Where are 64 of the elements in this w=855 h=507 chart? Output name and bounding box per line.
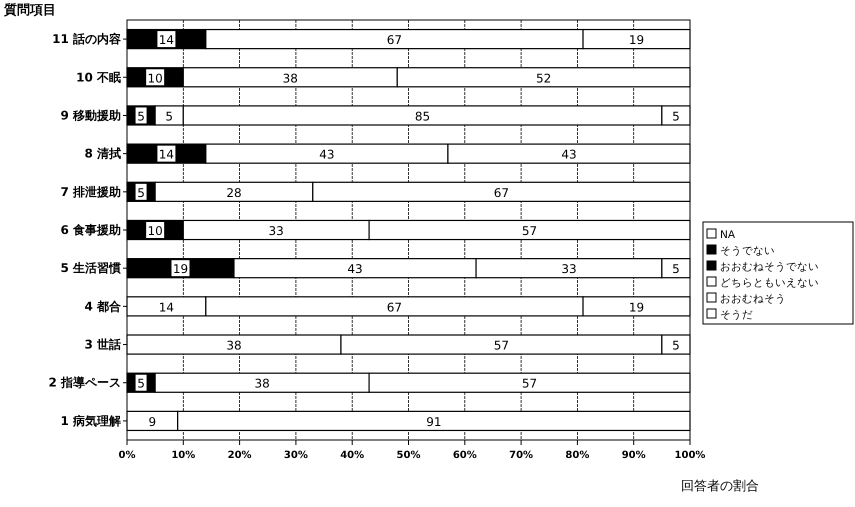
data-label: 38 [254,376,270,391]
y-tick-label: 5 生活習慣 [60,261,121,276]
data-label: 5 [137,376,145,391]
x-tick-label: 80% [565,450,590,461]
x-tick-label: 50% [396,450,420,461]
data-label: 57 [494,338,510,353]
legend-label: どちらともいえない [720,277,819,289]
legend-label: おおむねそうでない [720,261,819,273]
y-tick-label: 7 排泄援助 [60,184,121,199]
data-label: 5 [137,186,145,200]
y-tick-label: 1 病気理解 [60,414,121,428]
x-tick-label: 40% [340,450,364,461]
data-label: 85 [414,109,430,124]
data-label: 43 [347,262,363,276]
y-tick-label: 8 清拭 [84,146,121,161]
data-label: 5 [137,109,145,124]
data-label: 91 [426,414,442,429]
legend-label: NA [720,229,736,241]
x-tick-label: 10% [171,450,196,461]
x-tick-label: 20% [228,450,252,461]
x-tick-label: 90% [622,450,646,461]
data-label: 43 [319,148,335,162]
legend-label: そうでない [720,245,775,257]
data-label: 19 [172,262,188,276]
y-tick-label: 2 指導ペース [48,376,121,390]
data-label: 19 [628,33,644,48]
data-label: 5 [165,109,174,124]
data-label: 33 [268,224,284,238]
x-tick-label: 70% [509,450,534,461]
x-tick-label: 100% [674,450,706,461]
data-label: 67 [494,186,510,200]
y-tick-label: 6 食事援助 [60,223,121,237]
data-label: 5 [672,338,680,353]
data-label: 38 [282,71,298,86]
data-label: 52 [536,71,552,86]
data-label: 9 [148,414,156,429]
y-tick-label: 3 世話 [84,338,121,352]
data-label: 67 [386,300,402,314]
y-axis-title: 質問項目 [3,2,56,18]
data-label: 43 [561,148,577,162]
data-label: 14 [158,33,174,48]
y-tick-label: 9 移動援助 [60,108,121,122]
data-label: 14 [158,300,174,314]
data-label: 28 [226,186,242,200]
x-tick-label: 60% [452,450,477,461]
data-label: 10 [148,224,163,238]
legend-label: そうだ [720,309,753,321]
data-label: 19 [628,300,644,314]
x-axis-title: 回答者の割合 [681,479,759,494]
legend-label: おおむねそう [720,293,786,305]
data-label: 5 [672,262,680,276]
data-label: 14 [158,148,174,162]
data-label: 33 [561,262,577,276]
y-tick-label: 10 不眠 [76,70,121,84]
data-label: 57 [522,224,538,238]
x-tick-label: 0% [118,450,136,461]
y-tick-label: 4 都合 [84,299,122,314]
data-label: 38 [226,338,242,353]
data-label: 67 [386,33,402,48]
data-label: 10 [148,71,163,86]
x-tick-label: 30% [284,450,308,461]
data-label: 5 [672,109,680,124]
data-label: 57 [522,376,538,391]
y-tick-label: 11 話の内容 [52,32,121,46]
